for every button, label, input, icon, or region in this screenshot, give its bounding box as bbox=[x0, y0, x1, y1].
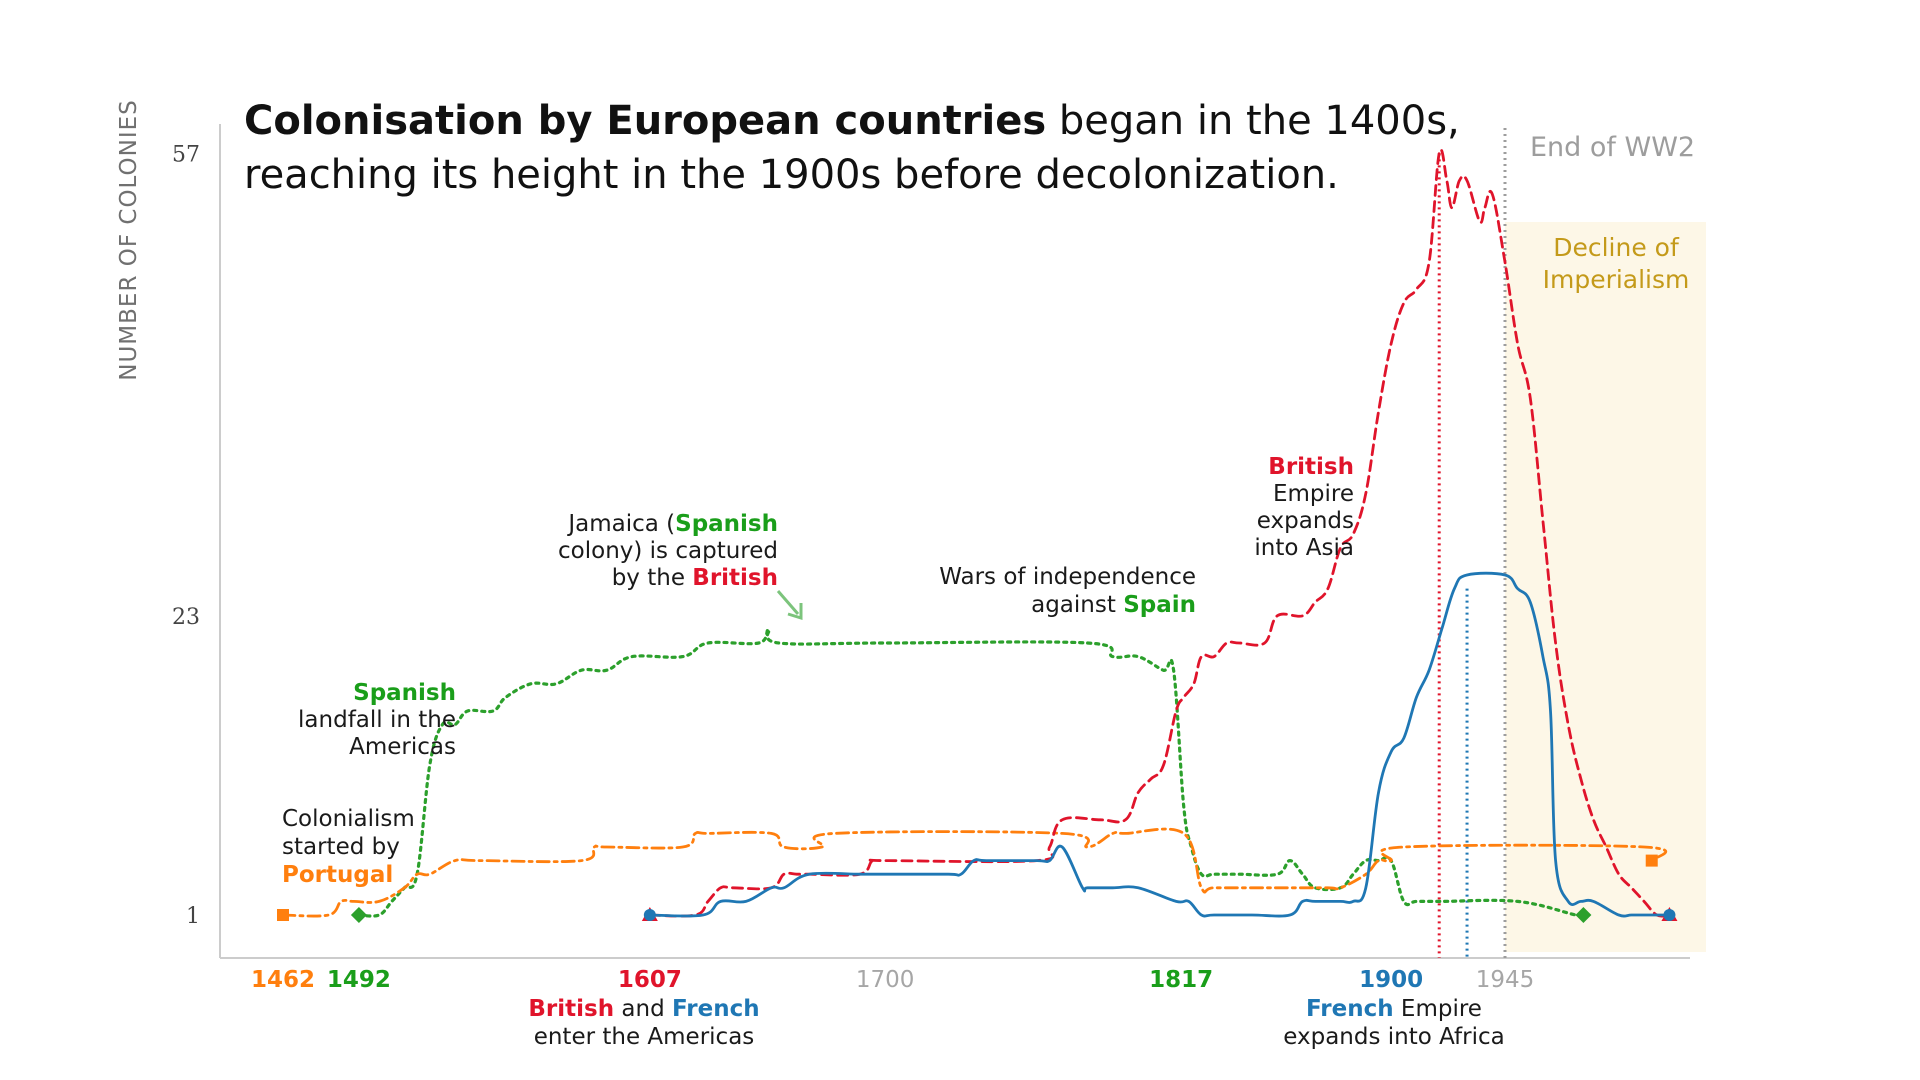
x-tick-1700: 1700 bbox=[856, 967, 915, 993]
french-africa-line1: French Empire bbox=[1306, 996, 1482, 1022]
x-ticks: 1462 1492 1607 1700 1817 1900 1945 bbox=[251, 967, 1534, 993]
series-line-spanish bbox=[357, 627, 1586, 918]
portugal-annotation-line2: started by bbox=[282, 834, 400, 860]
british-asia-line1: British bbox=[1268, 454, 1354, 480]
independence-annotation-line2: against Spain bbox=[1031, 592, 1196, 618]
spanish-annotation-line3: Americas bbox=[349, 734, 456, 760]
british-asia-line3: expands bbox=[1257, 508, 1354, 534]
title-bold: Colonisation by European countries bbox=[244, 98, 1046, 144]
x-tick-1607: 1607 bbox=[618, 967, 682, 993]
y-ticks: 1 23 57 bbox=[172, 142, 200, 929]
decline-label-line1: Decline of bbox=[1553, 233, 1680, 262]
marker-french-start bbox=[643, 909, 656, 921]
x-tick-1492: 1492 bbox=[327, 967, 391, 993]
british-asia-line4: into Asia bbox=[1254, 535, 1354, 561]
marker-spanish-end bbox=[1575, 907, 1592, 923]
reference-lines bbox=[1437, 128, 1507, 958]
x-tick-1817: 1817 bbox=[1149, 967, 1213, 993]
marker-french-end bbox=[1663, 909, 1676, 921]
series-line-french bbox=[648, 571, 1671, 918]
jamaica-annotation-line3: by the British bbox=[612, 565, 778, 591]
y-tick-23: 23 bbox=[172, 605, 200, 630]
british-french-line1: British and French bbox=[528, 996, 759, 1022]
jamaica-arrow bbox=[776, 590, 800, 615]
bf-french: French bbox=[672, 996, 760, 1022]
fa-french: French bbox=[1306, 996, 1394, 1022]
jamaica-spanish: Spanish bbox=[675, 511, 778, 537]
spanish-annotation-line2: landfall in the bbox=[298, 707, 456, 733]
bf-and: and bbox=[614, 996, 672, 1022]
independence-text-a: against bbox=[1031, 592, 1123, 618]
french-africa-line2: expands into Africa bbox=[1283, 1024, 1505, 1050]
decline-of-imperialism-band bbox=[1504, 222, 1706, 952]
chart-title-line1: Colonisation by European countries began… bbox=[244, 98, 1460, 144]
marker-portuguese-start bbox=[277, 909, 289, 921]
series-layer bbox=[281, 148, 1671, 918]
x-tick-1462: 1462 bbox=[251, 967, 315, 993]
title-rest: began in the 1400s, bbox=[1046, 98, 1460, 144]
portugal-annotation-line1: Colonialism bbox=[282, 806, 415, 832]
x-tick-1945: 1945 bbox=[1476, 967, 1535, 993]
marker-portuguese-end bbox=[1645, 854, 1658, 867]
y-tick-57: 57 bbox=[172, 142, 200, 167]
bf-british: British bbox=[528, 996, 614, 1022]
portugal-annotation-line3: Portugal bbox=[282, 862, 393, 888]
spanish-annotation-line1: Spanish bbox=[353, 680, 456, 706]
jamaica-arrow-head bbox=[787, 603, 803, 621]
jamaica-text-a: Jamaica ( bbox=[566, 511, 675, 537]
marker-layer bbox=[277, 854, 1678, 923]
british-asia-line2: Empire bbox=[1273, 481, 1354, 507]
fa-empire: Empire bbox=[1394, 996, 1482, 1022]
x-tick-1900: 1900 bbox=[1359, 967, 1423, 993]
jamaica-british: British bbox=[692, 565, 778, 591]
independence-spain: Spain bbox=[1123, 592, 1196, 618]
marker-spanish-start bbox=[350, 907, 367, 923]
jamaica-text-c: by the bbox=[612, 565, 693, 591]
british-french-line2: enter the Americas bbox=[534, 1024, 755, 1050]
y-axis-label: NUMBER OF COLONIES bbox=[116, 99, 142, 381]
independence-annotation-line1: Wars of independence bbox=[939, 564, 1196, 590]
end-of-ww2-label: End of WW2 bbox=[1530, 132, 1695, 163]
jamaica-annotation-line1: Jamaica (Spanish bbox=[566, 511, 778, 537]
y-tick-1: 1 bbox=[186, 904, 200, 929]
series-line-british bbox=[648, 148, 1671, 918]
chart-title-line2: reaching its height in the 1900s before … bbox=[244, 152, 1339, 198]
decline-label-line2: Imperialism bbox=[1543, 265, 1690, 294]
series-line-portuguese bbox=[281, 827, 1668, 918]
jamaica-annotation-line2: colony) is captured bbox=[558, 538, 778, 564]
